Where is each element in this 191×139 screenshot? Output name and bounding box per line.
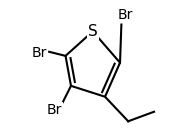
Text: Br: Br <box>47 103 62 117</box>
Text: S: S <box>88 24 98 39</box>
Text: Br: Br <box>32 46 47 60</box>
Text: Br: Br <box>118 8 133 22</box>
